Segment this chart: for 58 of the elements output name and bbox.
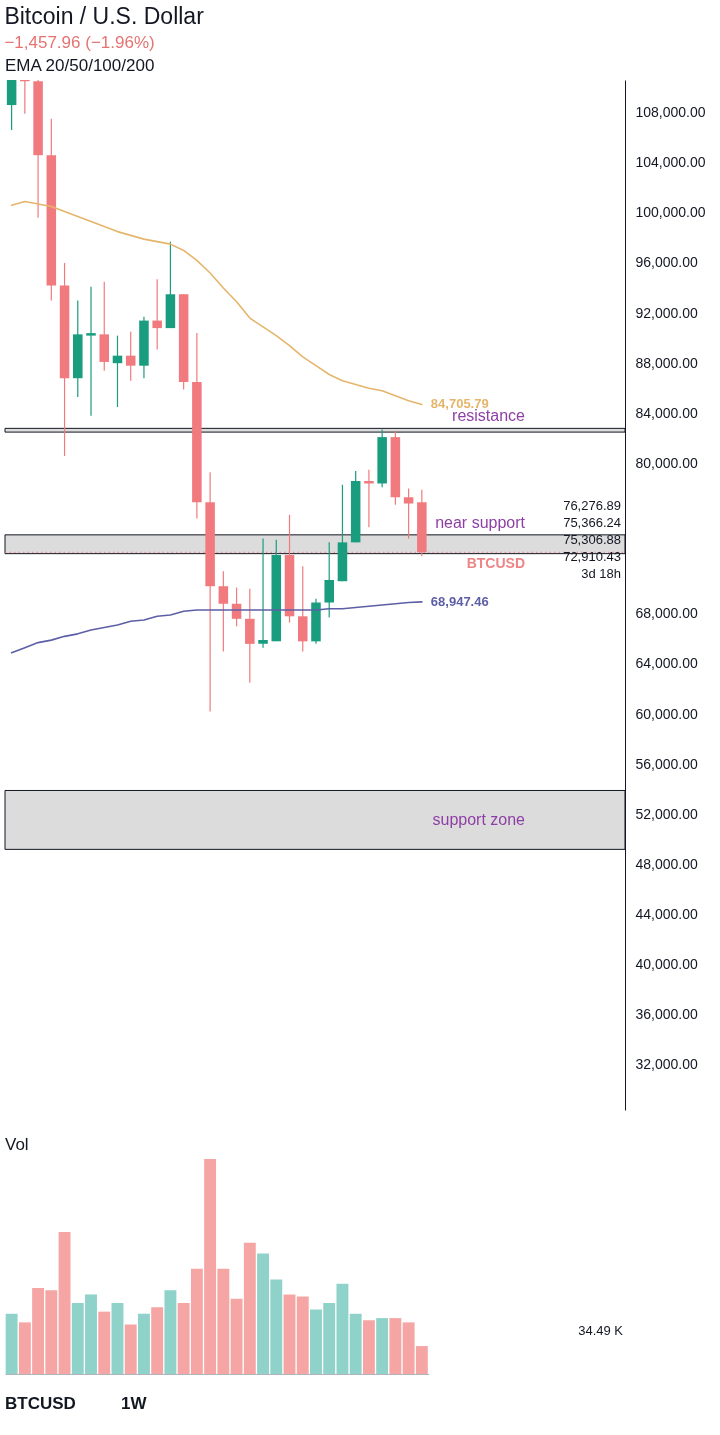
y-tick-label: 32,000.00 bbox=[635, 1056, 698, 1073]
y-tick-label: 100,000.00 bbox=[635, 204, 706, 221]
y-tick-label: 60,000.00 bbox=[635, 705, 698, 722]
ref-line-label: BTCUSD bbox=[466, 555, 525, 572]
text: BTCUSD bbox=[5, 1394, 76, 1413]
bar bbox=[389, 1318, 402, 1374]
y-tick-label: 88,000.00 bbox=[635, 354, 698, 371]
band-label: support zone bbox=[432, 810, 526, 828]
chart-title: Bitcoin / U.S. Dollar bbox=[4, 3, 205, 29]
y-tick-label: 56,000.00 bbox=[635, 755, 698, 772]
y-tick-label: 96,000.00 bbox=[635, 254, 698, 271]
y-tick-label: 48,000.00 bbox=[635, 855, 698, 872]
bar bbox=[151, 1307, 164, 1374]
bar bbox=[376, 1318, 389, 1374]
text: 34.49 K bbox=[578, 1323, 624, 1338]
bar bbox=[111, 1303, 124, 1374]
bar bbox=[283, 1294, 296, 1374]
candlestick bbox=[218, 570, 229, 652]
y-tick-label: 84,000.00 bbox=[635, 404, 698, 421]
bar bbox=[296, 1296, 309, 1374]
y-tick-label: 44,000.00 bbox=[635, 906, 698, 923]
line-series bbox=[10, 601, 423, 654]
y-tick-label: 80,000.00 bbox=[635, 454, 698, 471]
bar bbox=[164, 1290, 177, 1374]
y-tick-label: 52,000.00 bbox=[635, 805, 698, 822]
data-label: 68,947.46 bbox=[430, 593, 489, 609]
candlestick bbox=[403, 487, 414, 540]
text: EMA 20/50/100/200 bbox=[5, 56, 155, 75]
text: 75,306.88 bbox=[563, 532, 621, 548]
y-tick-label: 68,000.00 bbox=[635, 605, 698, 622]
annotation: 3d 18h bbox=[581, 566, 621, 582]
chart-subtitle: −1,457.96 (−1.96%) bbox=[4, 33, 155, 52]
bar bbox=[98, 1311, 111, 1374]
bar bbox=[124, 1324, 137, 1374]
band-label: resistance bbox=[452, 407, 526, 425]
candlestick bbox=[324, 541, 334, 619]
candlestick bbox=[152, 278, 162, 350]
y-tick-label: 108,000.00 bbox=[635, 104, 706, 121]
y-tick-label: 40,000.00 bbox=[635, 956, 698, 973]
bar bbox=[349, 1313, 362, 1374]
text: 1W bbox=[121, 1394, 148, 1413]
annotation: 72,910.43 bbox=[563, 549, 621, 565]
band-label: near support bbox=[435, 513, 526, 531]
candlestick bbox=[125, 331, 136, 382]
text: 76,276.89 bbox=[563, 498, 621, 514]
candlestick bbox=[258, 538, 268, 649]
candlestick bbox=[86, 286, 96, 417]
y-tick-label: 36,000.00 bbox=[635, 1006, 698, 1023]
bar bbox=[58, 1232, 71, 1374]
bar bbox=[362, 1320, 375, 1374]
bar bbox=[5, 1313, 18, 1374]
bar bbox=[137, 1313, 150, 1374]
y-tick-label: 104,000.00 bbox=[635, 154, 706, 171]
text: Vol bbox=[5, 1135, 29, 1154]
text: 75,366.24 bbox=[563, 515, 621, 531]
y-tick-label: 64,000.00 bbox=[635, 655, 698, 672]
line-series bbox=[10, 200, 423, 406]
y-tick-label: 92,000.00 bbox=[635, 304, 698, 321]
